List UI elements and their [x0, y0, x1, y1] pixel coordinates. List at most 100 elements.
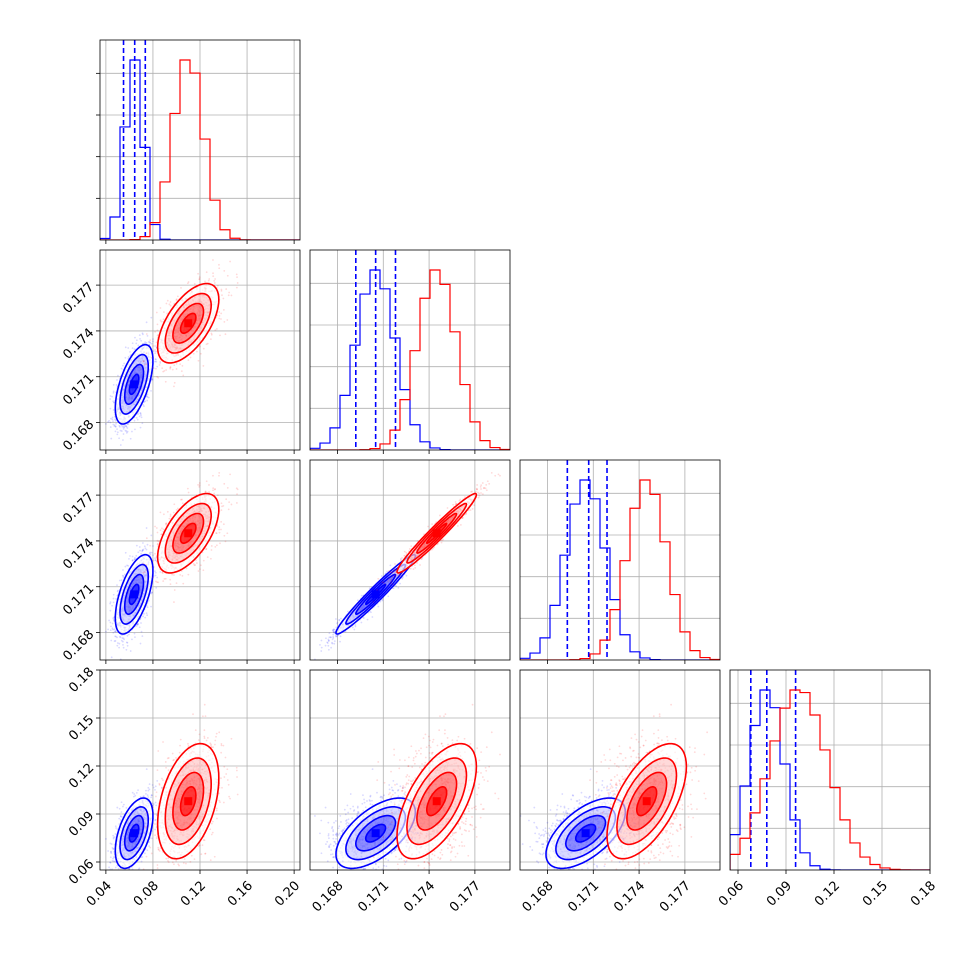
scatter-point — [114, 635, 117, 638]
scatter-point — [114, 640, 117, 642]
scatter-point — [169, 366, 172, 369]
scatter-point — [131, 638, 133, 641]
scatter-point — [125, 425, 128, 427]
scatter-point — [152, 350, 155, 353]
scatter-point — [154, 348, 156, 351]
scatter-point — [150, 342, 153, 345]
scatter-point — [110, 656, 113, 659]
scatter-point — [107, 628, 110, 631]
scatter-point — [108, 619, 110, 622]
scatter-point — [173, 364, 176, 367]
scatter-point — [120, 367, 123, 370]
scatter-point — [123, 425, 125, 428]
scatter-point — [151, 378, 154, 381]
scatter-point — [166, 510, 169, 513]
scatter-point — [220, 528, 222, 531]
scatter-point — [140, 552, 143, 555]
scatter-point — [156, 334, 159, 337]
scatter-point — [150, 551, 153, 554]
scatter-point — [146, 614, 149, 617]
scatter-point — [215, 532, 218, 535]
scatter-point — [141, 422, 144, 425]
scatter-point — [162, 513, 165, 516]
scatter-point — [151, 378, 153, 381]
scatter-point — [131, 559, 134, 562]
scatter-point — [173, 381, 176, 384]
scatter-point — [112, 628, 114, 631]
scatter-point — [113, 424, 116, 427]
scatter-point — [337, 634, 340, 637]
scatter-point — [152, 338, 154, 340]
scatter-point — [121, 640, 124, 643]
scatter-point — [213, 282, 216, 284]
scatter-point — [173, 385, 175, 388]
scatter-point — [210, 333, 213, 336]
scatter-point — [332, 629, 334, 632]
scatter-point — [205, 548, 208, 551]
scatter-point — [141, 550, 144, 553]
scatter-point — [236, 493, 238, 496]
scatter-point — [146, 334, 149, 337]
scatter-point — [110, 417, 112, 420]
scatter-point — [169, 367, 172, 370]
scatter-point — [197, 359, 200, 362]
scatter-point — [118, 579, 121, 582]
scatter-point — [125, 648, 128, 651]
scatter-point — [112, 617, 115, 620]
scatter-point — [138, 546, 141, 548]
scatter-point — [187, 573, 190, 576]
scatter-point — [195, 559, 197, 562]
scatter-point — [150, 592, 153, 595]
scatter-point — [145, 395, 148, 398]
scatter-point — [387, 595, 390, 598]
scatter-point — [165, 522, 167, 525]
scatter-point — [110, 662, 112, 664]
scatter-point — [154, 559, 157, 562]
scatter-point — [147, 599, 150, 602]
scatter-point — [116, 636, 118, 639]
scatter-point — [114, 630, 117, 633]
scatter-point — [146, 543, 149, 546]
scatter-point — [214, 545, 217, 548]
scatter-point — [120, 639, 123, 642]
scatter-point — [145, 564, 148, 566]
scatter-point — [111, 622, 114, 625]
scatter-point — [214, 278, 217, 280]
scatter-point — [140, 339, 143, 342]
scatter-point — [141, 332, 144, 335]
scatter-point — [319, 643, 321, 646]
scatter-point — [181, 498, 183, 501]
scatter-point — [124, 425, 127, 427]
scatter-point — [109, 602, 112, 605]
scatter-point — [169, 366, 172, 369]
scatter-point — [113, 640, 116, 643]
scatter-point — [136, 418, 139, 421]
scatter-point — [144, 547, 147, 550]
scatter-point — [198, 277, 201, 280]
scatter-point — [133, 348, 136, 351]
scatter-point — [338, 618, 341, 621]
scatter-point — [156, 543, 159, 546]
scatter-point — [206, 342, 209, 345]
scatter-point — [168, 303, 171, 306]
scatter-point — [121, 425, 124, 428]
scatter-point — [138, 334, 141, 337]
scatter-point — [152, 366, 154, 369]
scatter-point — [123, 362, 126, 365]
scatter-point — [122, 433, 125, 435]
scatter-point — [173, 503, 176, 506]
scatter-point — [198, 485, 201, 488]
scatter-point — [169, 583, 172, 586]
scatter-point — [146, 606, 149, 609]
scatter-point — [117, 589, 119, 592]
scatter-point — [134, 428, 136, 431]
scatter-point — [214, 329, 217, 332]
scatter-point — [154, 358, 157, 360]
scatter-point — [140, 414, 142, 417]
scatter-point — [160, 320, 163, 323]
scatter-point — [131, 347, 134, 350]
scatter-point — [155, 586, 158, 589]
scatter-point — [131, 555, 134, 558]
scatter-point — [114, 419, 117, 422]
